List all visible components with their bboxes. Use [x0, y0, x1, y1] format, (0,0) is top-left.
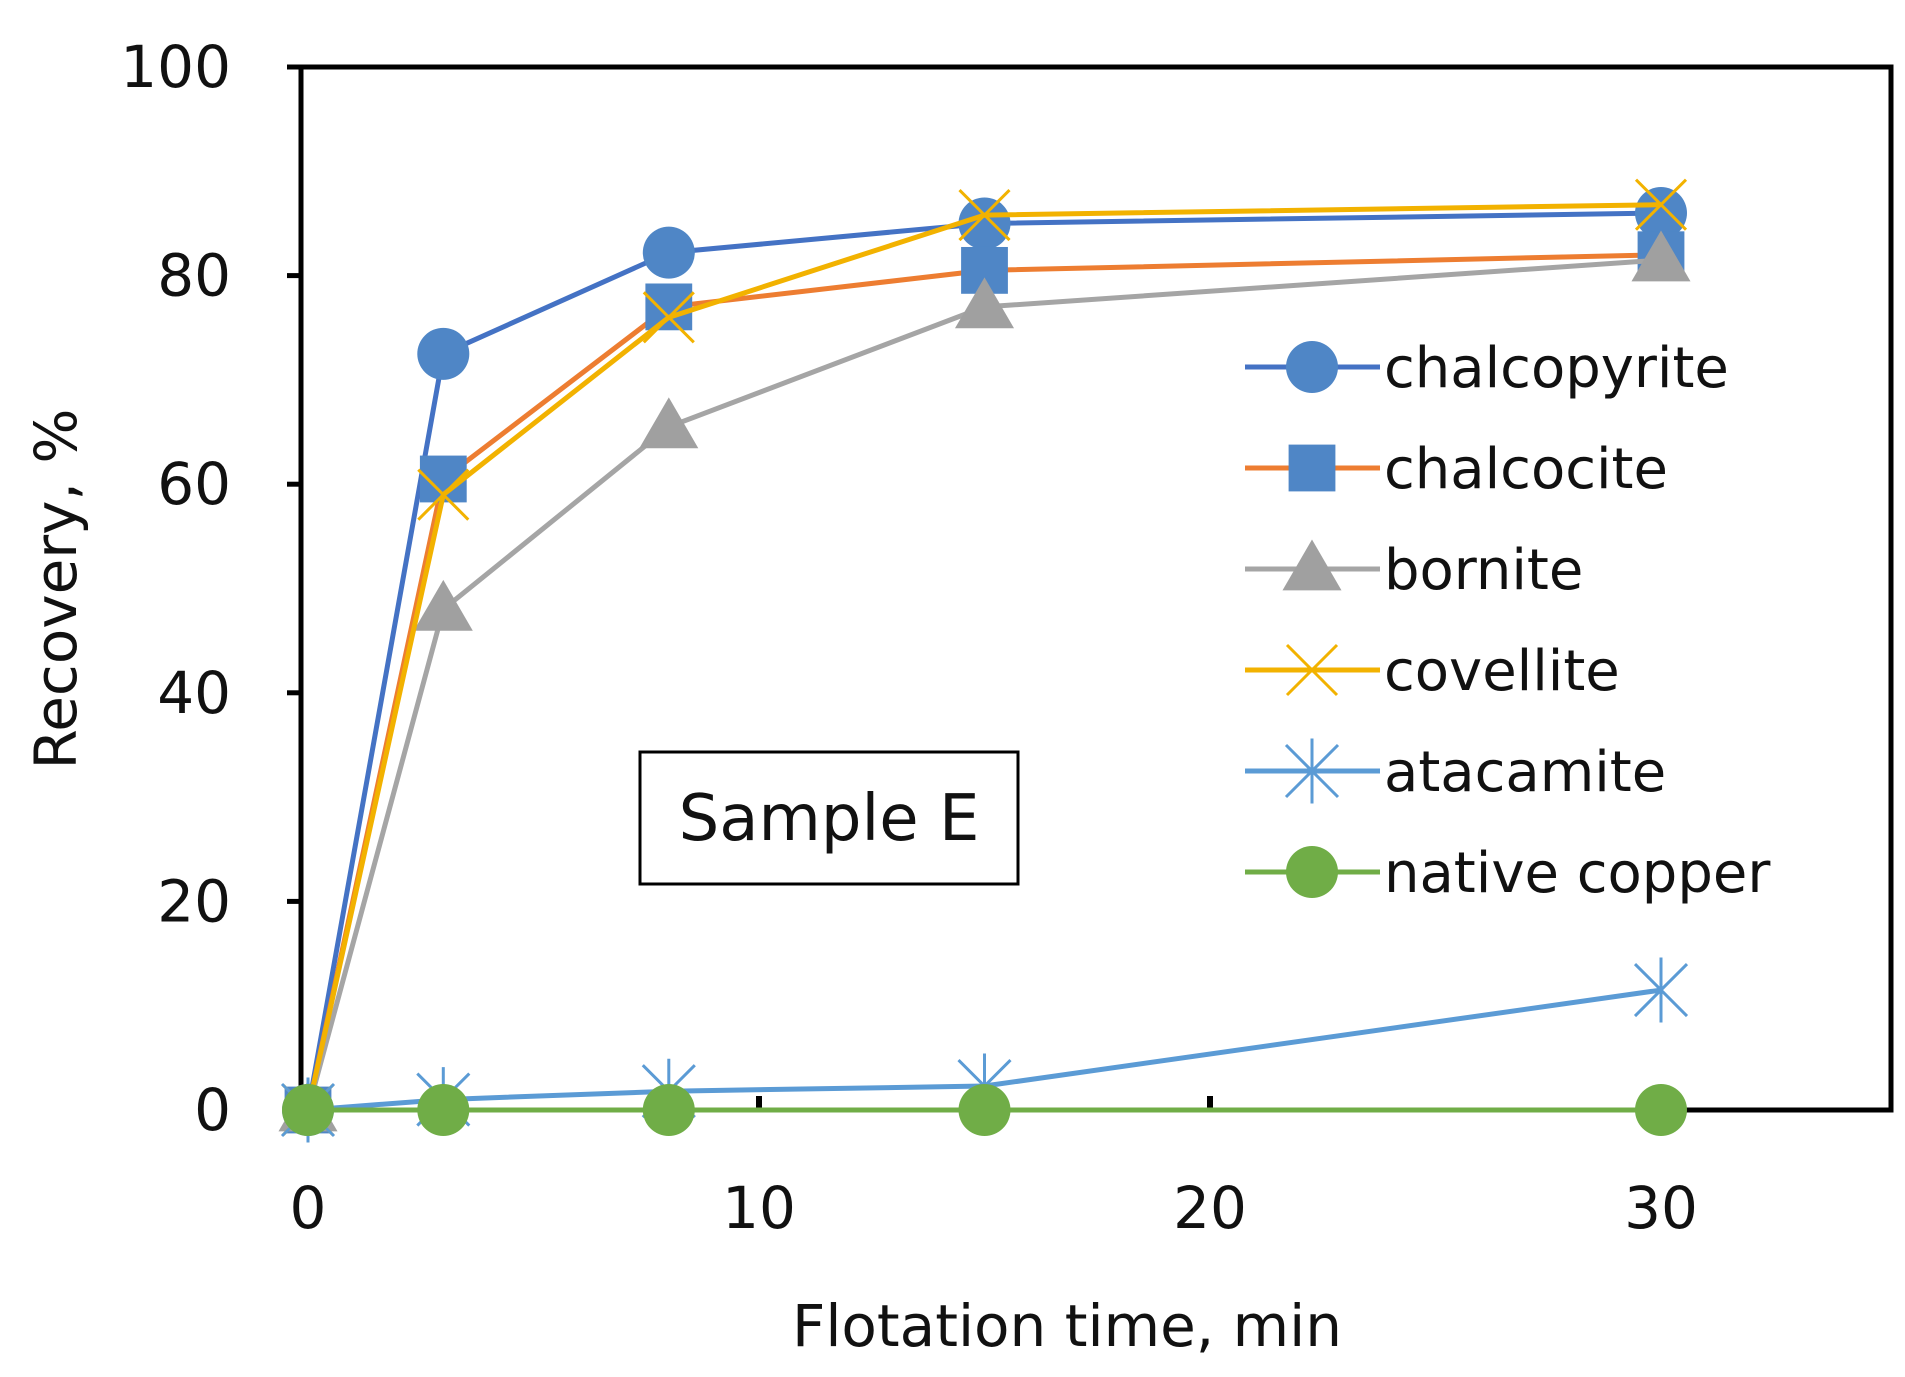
circle-marker: [417, 1084, 470, 1136]
legend-item: covellite: [1245, 639, 1620, 704]
legend-item: chalcopyrite: [1245, 336, 1729, 401]
x-marker: [417, 468, 470, 521]
x-tick-label: 20: [1173, 1174, 1247, 1242]
series-native-copper: [282, 1084, 1687, 1136]
circle-marker: [642, 226, 695, 279]
legend-label: chalcocite: [1384, 437, 1668, 502]
y-tick-label: 80: [157, 242, 231, 310]
triangle-marker: [1282, 539, 1342, 591]
y-tick-label: 40: [157, 659, 231, 727]
square-marker: [1288, 444, 1336, 492]
x-marker: [1285, 643, 1339, 697]
circle-marker: [958, 1084, 1011, 1136]
y-tick-label: 60: [157, 450, 231, 518]
plot-area: [298, 64, 1894, 1113]
circle-marker: [1635, 1084, 1687, 1136]
sample-annotation: Sample E: [638, 750, 1020, 886]
legend-label: chalcopyrite: [1384, 336, 1729, 401]
y-tick-labels: 0 20 40 60 80 100: [120, 33, 231, 1144]
triangle-marker: [639, 397, 699, 449]
x-axis-title: Flotation time, min: [792, 1292, 1342, 1360]
circle-marker: [1286, 846, 1338, 898]
x-marker: [958, 189, 1011, 242]
annotation-label: Sample E: [679, 782, 980, 856]
x-tick-label: 30: [1624, 1174, 1698, 1242]
series-layer: [278, 178, 1691, 1143]
star-marker: [1633, 957, 1689, 1023]
x-tick-label: 0: [290, 1174, 327, 1242]
legend-item: native copper: [1245, 841, 1771, 906]
circle-marker: [282, 1084, 334, 1136]
annotation-box: [638, 750, 1020, 886]
square-marker: [645, 283, 693, 331]
y-tick-label: 0: [194, 1076, 231, 1144]
star-marker: [1284, 738, 1340, 804]
legend-label: atacamite: [1384, 740, 1666, 805]
y-tick-label: 20: [157, 867, 231, 935]
x-tick-label: 10: [722, 1174, 796, 1242]
legend: chalcopyrite chalcocite bornite covellite at…: [1245, 336, 1771, 906]
triangle-marker: [413, 579, 473, 631]
circle-marker: [958, 197, 1011, 250]
x-marker: [642, 291, 695, 344]
circle-marker: [417, 327, 470, 380]
circle-marker: [1635, 187, 1687, 240]
legend-label: native copper: [1384, 841, 1771, 906]
x-tick-labels: 0 10 20 30: [290, 1174, 1698, 1242]
triangle-marker: [1631, 230, 1691, 282]
triangle-marker: [954, 277, 1015, 329]
legend-item: atacamite: [1245, 738, 1666, 805]
y-tick-label: 100: [120, 33, 231, 101]
legend-item: bornite: [1245, 538, 1583, 603]
circle-marker: [642, 1084, 695, 1136]
legend-item: chalcocite: [1245, 437, 1668, 502]
legend-label: bornite: [1384, 538, 1583, 603]
x-marker: [1634, 178, 1688, 231]
legend-label: covellite: [1384, 639, 1620, 704]
circle-marker: [1286, 341, 1338, 393]
y-axis-title: Recovery, %: [22, 409, 90, 770]
